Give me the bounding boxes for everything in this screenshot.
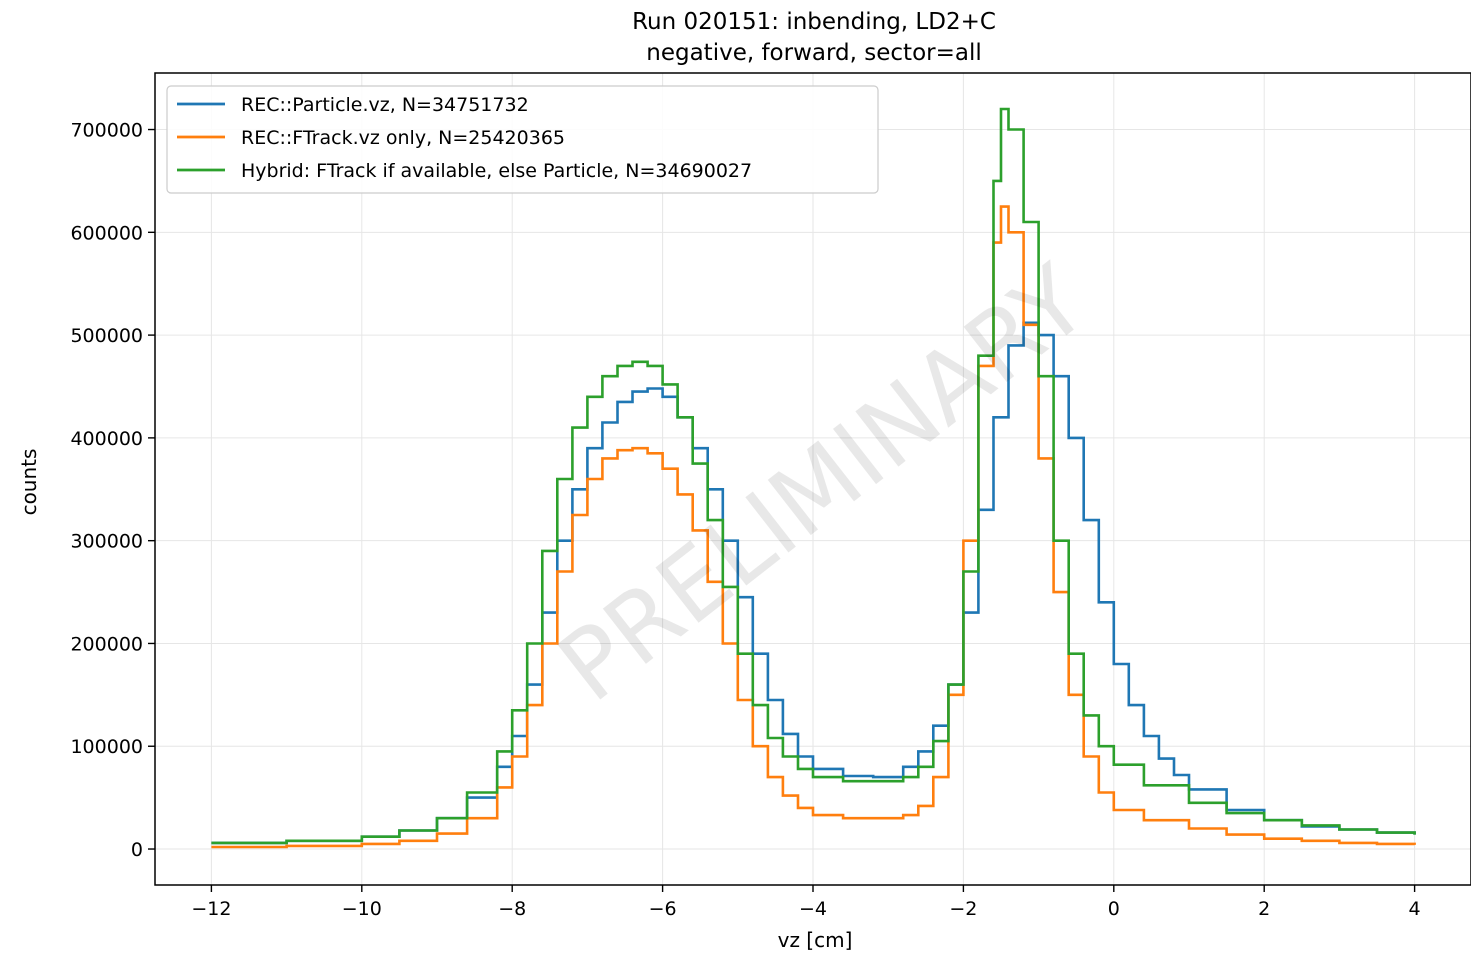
legend-label-3: Hybrid: FTrack if available, else Partic… <box>241 160 752 182</box>
x-tick-label: 2 <box>1258 898 1270 920</box>
chart-title: Run 020151: inbending, LD2+C <box>632 9 996 35</box>
x-tick-label: −4 <box>799 898 827 920</box>
y-tick-label: 700000 <box>70 120 143 142</box>
y-tick-label: 200000 <box>70 633 143 655</box>
y-tick-label: 500000 <box>70 325 143 347</box>
series-line-3 <box>211 107 1416 845</box>
x-axis-label: vz [cm] <box>778 928 853 952</box>
x-tick-label: −2 <box>949 898 977 920</box>
y-tick-label: 300000 <box>70 531 143 553</box>
chart-subtitle: negative, forward, sector=all <box>646 40 982 66</box>
grid-lines <box>155 73 1471 885</box>
legend-label-1: REC::Particle.vz, N=34751732 <box>241 94 529 116</box>
y-tick-label: 400000 <box>70 428 143 450</box>
y-tick-label: 100000 <box>70 736 143 758</box>
x-tick-label: 0 <box>1108 898 1120 920</box>
y-tick-label: 0 <box>131 839 143 861</box>
series-line-2 <box>211 205 1416 849</box>
axis-ticks: −12 −10 −8 −6 −4 −2 0 2 4 0 100000 200000 300000 4000… <box>70 120 1420 920</box>
legend-label-2: REC::FTrack.vz only, N=25420365 <box>241 127 565 149</box>
y-tick-label: 600000 <box>70 222 143 244</box>
x-tick-label: −10 <box>342 898 382 920</box>
legend-box <box>166 85 879 194</box>
y-axis-label: counts <box>17 449 41 516</box>
legend: REC::Particle.vz, N=34751732REC::FTrack.… <box>166 85 879 194</box>
series-line-1 <box>211 321 1416 845</box>
x-tick-label: 4 <box>1409 898 1421 920</box>
series-lines <box>211 107 1416 849</box>
x-tick-label: −6 <box>649 898 677 920</box>
x-tick-label: −8 <box>498 898 526 920</box>
x-tick-label: −12 <box>191 898 231 920</box>
